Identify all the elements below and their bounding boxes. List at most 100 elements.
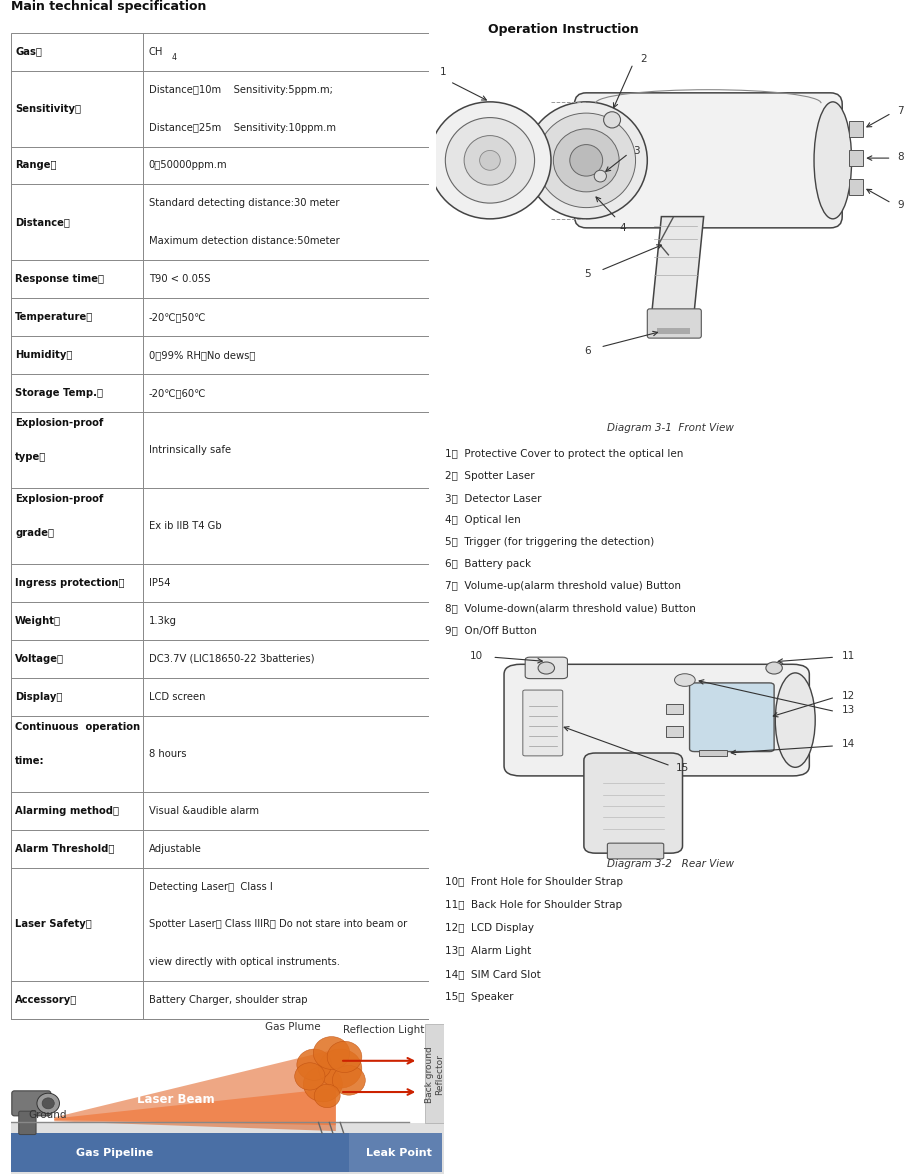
FancyBboxPatch shape: [19, 1111, 36, 1134]
Text: 8：  Volume-down(alarm threshold value) Button: 8： Volume-down(alarm threshold value) Bu…: [445, 603, 695, 613]
Ellipse shape: [774, 673, 814, 768]
Text: 9: 9: [896, 201, 903, 210]
Text: 12：  LCD Display: 12： LCD Display: [445, 923, 534, 933]
Ellipse shape: [765, 662, 782, 674]
Text: -20℃～50℃: -20℃～50℃: [148, 312, 206, 323]
Text: 8: 8: [896, 153, 903, 162]
Text: 0～50000ppm.m: 0～50000ppm.m: [148, 161, 227, 170]
Bar: [11, 1124, 444, 1174]
Text: -20℃～60℃: -20℃～60℃: [148, 389, 206, 398]
FancyBboxPatch shape: [583, 753, 681, 853]
Text: Leak Point: Leak Point: [366, 1147, 432, 1158]
Text: 4: 4: [619, 223, 625, 234]
Text: 3：  Detector Laser: 3： Detector Laser: [445, 493, 541, 504]
Ellipse shape: [537, 662, 554, 674]
Text: Battery Charger, shoulder strap: Battery Charger, shoulder strap: [148, 996, 307, 1005]
Text: Maximum detection distance:50meter: Maximum detection distance:50meter: [148, 236, 339, 247]
Bar: [425, 1024, 444, 1124]
Text: 13：  Alarm Light: 13： Alarm Light: [445, 946, 531, 957]
Ellipse shape: [814, 102, 851, 218]
Text: 6：  Battery pack: 6： Battery pack: [445, 559, 531, 569]
Text: 5: 5: [584, 269, 590, 279]
Text: 1.3kg: 1.3kg: [148, 616, 177, 626]
Text: 0～99% RH（No dews）: 0～99% RH（No dews）: [148, 350, 255, 360]
Text: Gas Pipeline: Gas Pipeline: [76, 1147, 153, 1158]
Bar: [848, 180, 863, 195]
FancyBboxPatch shape: [504, 664, 808, 776]
FancyBboxPatch shape: [12, 1091, 51, 1115]
Text: 10: 10: [469, 650, 483, 661]
FancyBboxPatch shape: [607, 843, 663, 859]
Text: 13: 13: [841, 706, 855, 715]
Bar: [848, 121, 863, 137]
Bar: [665, 727, 681, 737]
Text: 14：  SIM Card Slot: 14： SIM Card Slot: [445, 970, 540, 979]
Text: type：: type：: [15, 452, 46, 463]
Text: grade：: grade：: [15, 528, 54, 538]
Text: Humidity：: Humidity：: [15, 350, 72, 360]
Circle shape: [569, 144, 602, 176]
Text: 15: 15: [675, 763, 688, 774]
Text: Gas：: Gas：: [15, 47, 42, 56]
Circle shape: [332, 1066, 365, 1095]
Text: time:: time:: [15, 756, 45, 765]
Text: 11：  Back Hole for Shoulder Strap: 11： Back Hole for Shoulder Strap: [445, 900, 622, 910]
FancyBboxPatch shape: [647, 309, 701, 338]
Circle shape: [537, 113, 635, 208]
Polygon shape: [55, 1050, 335, 1131]
Bar: [656, 329, 689, 333]
Circle shape: [42, 1098, 55, 1108]
Text: 2：  Spotter Laser: 2： Spotter Laser: [445, 471, 535, 481]
Circle shape: [318, 1050, 362, 1088]
Text: 4: 4: [171, 53, 176, 62]
Text: 2: 2: [640, 54, 646, 65]
Text: 10：  Front Hole for Shoulder Strap: 10： Front Hole for Shoulder Strap: [445, 877, 622, 886]
Text: Explosion-proof: Explosion-proof: [15, 418, 103, 429]
Circle shape: [428, 102, 550, 218]
Text: Standard detecting distance:30 meter: Standard detecting distance:30 meter: [148, 198, 339, 209]
Text: 4：  Optical len: 4： Optical len: [445, 515, 520, 525]
Text: Ex ib IIB T4 Gb: Ex ib IIB T4 Gb: [148, 521, 221, 531]
Text: Distance：: Distance：: [15, 217, 70, 228]
Text: 3: 3: [632, 147, 640, 156]
FancyBboxPatch shape: [689, 683, 773, 751]
Text: Range：: Range：: [15, 161, 56, 170]
Text: Accessory：: Accessory：: [15, 996, 77, 1005]
Circle shape: [294, 1062, 324, 1091]
Text: 15：  Speaker: 15： Speaker: [445, 992, 513, 1003]
Circle shape: [525, 102, 647, 218]
Text: Reflection Light: Reflection Light: [343, 1025, 424, 1035]
Text: Distance＜25m    Sensitivity:10ppm.m: Distance＜25m Sensitivity:10ppm.m: [148, 122, 335, 133]
Text: Weight：: Weight：: [15, 616, 61, 626]
Text: Ground: Ground: [28, 1111, 67, 1120]
FancyBboxPatch shape: [348, 1133, 442, 1172]
Text: Main technical specification: Main technical specification: [11, 0, 206, 13]
Text: Distance＜10m    Sensitivity:5ppm.m;: Distance＜10m Sensitivity:5ppm.m;: [148, 85, 333, 95]
Circle shape: [445, 117, 534, 203]
Text: Adjustable: Adjustable: [148, 844, 201, 853]
Circle shape: [479, 150, 500, 170]
FancyBboxPatch shape: [525, 657, 567, 679]
Text: 14: 14: [841, 740, 855, 749]
Circle shape: [36, 1093, 59, 1113]
Text: 5：  Trigger (for triggering the detection): 5： Trigger (for triggering the detection…: [445, 538, 654, 547]
Text: Sensitivity：: Sensitivity：: [15, 103, 81, 114]
Text: Response time：: Response time：: [15, 275, 104, 284]
Circle shape: [327, 1041, 362, 1073]
Text: Laser Beam: Laser Beam: [137, 1093, 214, 1106]
Text: Temperature：: Temperature：: [15, 312, 93, 323]
Polygon shape: [651, 216, 703, 311]
Text: Voltage：: Voltage：: [15, 654, 64, 663]
Text: IP54: IP54: [148, 578, 170, 588]
Text: Intrinsically safe: Intrinsically safe: [148, 445, 230, 456]
Circle shape: [297, 1050, 332, 1080]
Text: 11: 11: [841, 650, 855, 661]
Text: Explosion-proof: Explosion-proof: [15, 494, 103, 504]
Text: DC3.7V (LIC18650-22 3batteries): DC3.7V (LIC18650-22 3batteries): [148, 654, 314, 663]
FancyBboxPatch shape: [574, 93, 841, 228]
Text: T90 < 0.05S: T90 < 0.05S: [148, 275, 210, 284]
FancyBboxPatch shape: [522, 690, 562, 756]
Circle shape: [553, 129, 619, 191]
Text: 9：  On/Off Button: 9： On/Off Button: [445, 626, 537, 635]
Text: Alarming method：: Alarming method：: [15, 805, 119, 816]
